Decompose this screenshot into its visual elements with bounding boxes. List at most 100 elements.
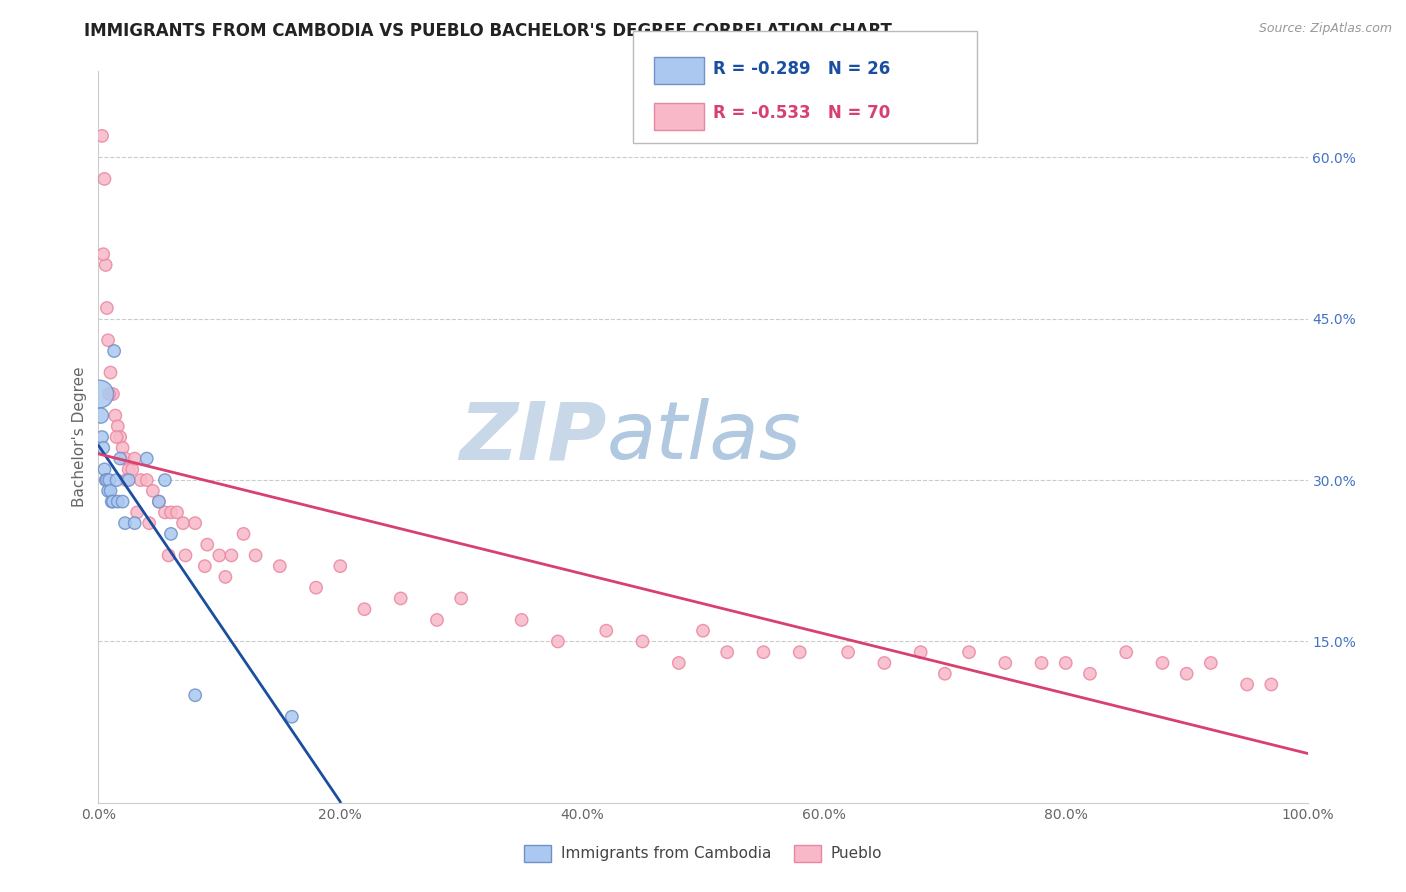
Point [172,516,194,530]
Point [1199,656,1222,670]
Point [1031,656,1053,670]
Point [1236,677,1258,691]
Point [934,666,956,681]
Point [127,505,149,519]
Point [114,451,136,466]
Point [214,570,236,584]
Point [98,387,121,401]
Point [957,645,980,659]
Point [96,301,118,315]
Point [1175,666,1198,681]
Point [510,613,533,627]
Point [105,430,128,444]
Point [184,688,207,702]
Point [195,538,218,552]
Point [716,645,738,659]
Point [104,409,127,423]
Point [631,634,654,648]
Point [108,451,131,466]
Point [1152,656,1174,670]
Point [111,441,134,455]
Point [245,549,267,563]
Point [353,602,375,616]
Point [153,505,176,519]
Point [994,656,1017,670]
Point [547,634,569,648]
Point [108,430,131,444]
Point [105,473,128,487]
Point [138,516,160,530]
Point [174,549,197,563]
Text: Source: ZipAtlas.com: Source: ZipAtlas.com [1258,22,1392,36]
Point [90,409,112,423]
Text: R = -0.533   N = 70: R = -0.533 N = 70 [713,103,890,121]
Point [692,624,714,638]
Point [153,473,176,487]
Point [184,516,207,530]
Point [93,172,115,186]
Point [93,462,115,476]
Point [91,441,114,455]
Point [1115,645,1137,659]
Point [100,494,122,508]
Point [91,247,114,261]
Point [89,387,111,401]
Point [148,494,170,508]
Point [595,624,617,638]
Point [1054,656,1077,670]
Point [101,387,124,401]
Point [789,645,811,659]
Point [668,656,690,670]
Point [118,462,141,476]
Legend: Immigrants from Cambodia, Pueblo: Immigrants from Cambodia, Pueblo [517,838,889,868]
Point [160,505,183,519]
Point [115,473,138,487]
Point [94,258,117,272]
Text: atlas: atlas [606,398,801,476]
Point [121,462,143,476]
Text: ZIP: ZIP [458,398,606,476]
Point [166,505,188,519]
Point [124,451,146,466]
Y-axis label: Bachelor's Degree: Bachelor's Degree [72,367,87,508]
Point [114,516,136,530]
Point [873,656,896,670]
Point [100,483,122,498]
Point [148,494,170,508]
Point [305,581,328,595]
Point [157,549,180,563]
Point [91,128,114,143]
Point [329,559,352,574]
Text: IMMIGRANTS FROM CAMBODIA VS PUEBLO BACHELOR'S DEGREE CORRELATION CHART: IMMIGRANTS FROM CAMBODIA VS PUEBLO BACHE… [84,22,893,40]
Point [426,613,449,627]
Point [118,473,141,487]
Point [100,366,122,380]
Point [160,527,183,541]
Point [98,473,121,487]
Point [450,591,472,606]
Point [94,473,117,487]
Point [129,473,152,487]
Point [124,516,146,530]
Text: R = -0.289   N = 26: R = -0.289 N = 26 [713,60,890,78]
Point [107,494,129,508]
Point [101,494,124,508]
Point [389,591,412,606]
Point [135,451,157,466]
Point [142,483,165,498]
Point [208,549,231,563]
Point [103,344,125,359]
Point [111,494,134,508]
Point [281,710,304,724]
Point [97,333,120,347]
Point [752,645,775,659]
Point [194,559,217,574]
Point [269,559,291,574]
Point [1078,666,1101,681]
Point [1260,677,1282,691]
Point [91,430,114,444]
Point [135,473,157,487]
Point [96,473,118,487]
Point [232,527,254,541]
Point [221,549,243,563]
